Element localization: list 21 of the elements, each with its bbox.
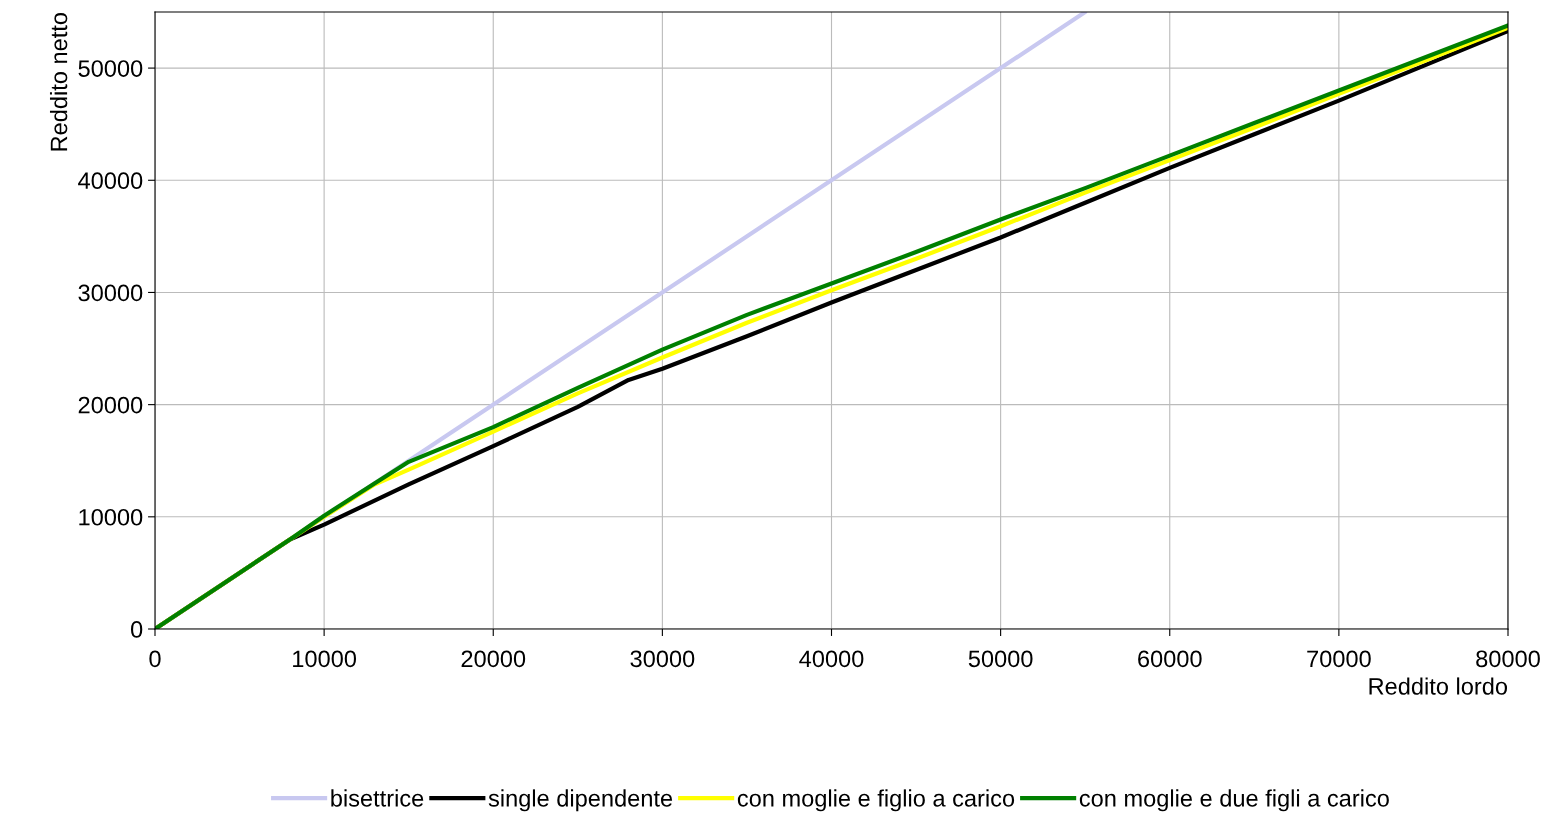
x-tick-label: 60000 — [1138, 650, 1202, 668]
y-tick-label: 10000 — [79, 508, 143, 526]
legend-label: con moglie e due figli a carico — [1079, 789, 1389, 812]
x-tick-label: 50000 — [968, 650, 1033, 668]
y-tick-label: 30000 — [78, 284, 143, 302]
legend-label: con moglie e figlio a carico — [737, 789, 1015, 812]
x-tick-label: 30000 — [630, 650, 695, 668]
y-tick-label: 20000 — [78, 396, 143, 414]
legend-label: single dipendente — [488, 789, 673, 812]
x-tick-label: 70000 — [1307, 650, 1371, 668]
x-tick-label: 40000 — [799, 650, 864, 668]
y-tick-label: 0 — [130, 621, 143, 638]
x-tick-label: 0 — [149, 650, 161, 668]
x-axis-title: Reddito lordo — [1369, 677, 1508, 695]
legend-label: bisettrice — [331, 789, 424, 807]
x-tick-label: 20000 — [461, 650, 526, 668]
y-tick-label: 40000 — [78, 172, 143, 190]
y-axis-title: Reddito netto — [49, 12, 68, 151]
x-tick-label: 80000 — [1476, 650, 1540, 668]
x-tick-label: 10000 — [293, 650, 357, 668]
y-tick-label: 50000 — [78, 60, 143, 77]
